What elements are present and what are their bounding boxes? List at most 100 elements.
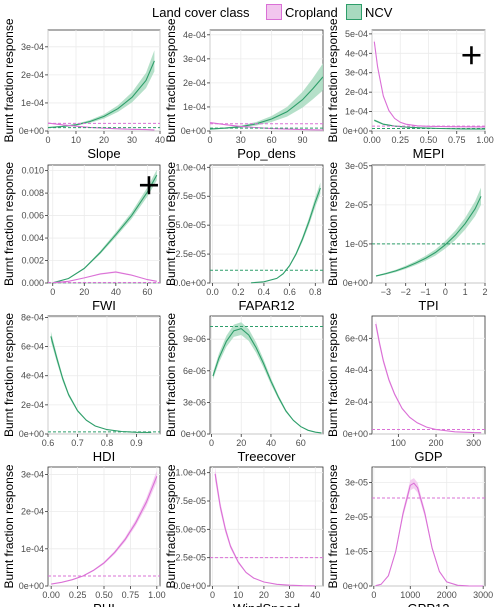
x-tick-label: 60 — [296, 438, 306, 448]
series-line-ncv — [212, 327, 322, 434]
x-tick-label: 0 — [209, 438, 214, 448]
series-line-ncv — [375, 196, 482, 277]
x-tick-label: 1.00 — [148, 590, 166, 600]
x-tick-label: 40 — [111, 287, 121, 297]
x-tick-label: 0.6 — [42, 438, 55, 448]
x-tick-label: 0.7 — [71, 438, 84, 448]
y-tick-label: 1.0e-04 — [175, 468, 206, 478]
x-tick-label: 0.50 — [95, 590, 113, 600]
panel-frame — [209, 315, 324, 435]
x-tick-label: 30 — [236, 135, 246, 145]
x-tick-label: 3000 — [473, 590, 493, 600]
x-axis-label: FWI — [92, 298, 116, 313]
y-tick-label: 4e-04 — [345, 365, 368, 375]
panel-phi: 0.00 0.25 0.50 0.75 1.00 0e+00 1e-04 2e-04 3e-04… — [2, 464, 166, 607]
y-tick-label: 2e-04 — [21, 400, 44, 410]
x-axis-label: FAPAR12 — [238, 298, 294, 313]
x-tick-label: 0.8 — [101, 438, 114, 448]
panel-pop_dens: 0 30 60 90 0e+00 1e-04 2e-04 3e-04 4e-04 Pop_dens… — [164, 18, 324, 161]
y-tick-label: 4e-04 — [21, 371, 44, 381]
y-tick-label: 0e+00 — [343, 429, 368, 439]
y-axis-label: Burnt fraction response — [326, 18, 340, 142]
x-tick-label: 10 — [71, 135, 81, 145]
series-line-ncv — [50, 336, 152, 434]
panel-frame — [371, 466, 486, 587]
y-tick-label: 6e-04 — [345, 333, 368, 343]
y-tick-label: 3e-05 — [345, 478, 368, 488]
x-tick-label: 30 — [285, 590, 295, 600]
y-tick-label: 3e-04 — [21, 469, 44, 479]
x-tick-label: −2 — [401, 287, 411, 297]
series-line-ncv — [47, 60, 155, 129]
x-axis-label: GPP12 — [408, 601, 450, 607]
y-tick-label: 4e-04 — [345, 48, 368, 58]
x-tick-label: 300 — [466, 438, 481, 448]
panel-frame — [47, 164, 161, 284]
y-tick-label: 0.010 — [21, 166, 44, 176]
x-tick-label: 10 — [233, 590, 243, 600]
series-line-ncv — [251, 187, 321, 284]
x-tick-label: 60 — [142, 287, 152, 297]
x-tick-label: 0.4 — [258, 287, 271, 297]
y-tick-label: 2e-04 — [183, 78, 206, 88]
y-tick-label: 3e-04 — [21, 42, 44, 52]
x-tick-label: 0.00 — [363, 135, 381, 145]
series-line-cropland — [214, 473, 316, 587]
plus-marker — [139, 176, 158, 195]
x-tick-label: 0.75 — [448, 135, 466, 145]
y-tick-label: 2e-04 — [345, 87, 368, 97]
x-tick-label: −1 — [420, 287, 430, 297]
x-tick-label: 60 — [267, 135, 277, 145]
y-tick-label: 2e-05 — [345, 200, 368, 210]
x-tick-label: 100 — [391, 438, 406, 448]
x-tick-label: 0 — [210, 590, 215, 600]
x-tick-label: −3 — [381, 287, 391, 297]
y-tick-label: 0e+00 — [19, 581, 44, 591]
series-line-cropland — [373, 41, 486, 128]
y-axis-label: Burnt fraction response — [164, 162, 178, 286]
y-tick-label: 6e-04 — [21, 342, 44, 352]
legend-title: Land cover class — [152, 5, 250, 20]
x-axis-label: WindSpeed — [233, 601, 300, 607]
series-line-cropland — [52, 271, 157, 284]
y-tick-label: 0e+00 — [343, 126, 368, 136]
y-tick-label: 7.5e-05 — [175, 191, 206, 201]
y-tick-label: 1e-05 — [345, 239, 368, 249]
legend-key-ncv — [346, 4, 362, 20]
x-tick-label: 0 — [45, 135, 50, 145]
y-tick-label: 3e-04 — [345, 68, 368, 78]
y-tick-label: 2e-04 — [21, 507, 44, 517]
y-tick-label: 3e-06 — [183, 397, 206, 407]
x-tick-label: 0.00 — [42, 590, 60, 600]
x-tick-label: 1.00 — [476, 135, 494, 145]
x-tick-label: 0.6 — [283, 287, 296, 297]
y-tick-label: 1e-05 — [345, 547, 368, 557]
x-tick-label: 0 — [371, 590, 376, 600]
plus-marker — [462, 46, 481, 65]
y-tick-label: 4e-04 — [183, 30, 206, 40]
legend-label-ncv: NCV — [365, 5, 393, 20]
series-line-cropland — [375, 482, 484, 587]
x-tick-label: 0.50 — [420, 135, 438, 145]
x-axis-label: Pop_dens — [237, 146, 296, 161]
y-tick-label: 0e+00 — [19, 429, 44, 439]
legend-label-cropland: Cropland — [285, 5, 338, 20]
y-tick-label: 1.0e-04 — [175, 162, 206, 172]
panel-fwi: 0 20 40 60 0.000 0.002 0.004 0.006 0.008 0.010 FWI… — [2, 162, 161, 313]
y-tick-label: 9e-06 — [183, 334, 206, 344]
x-tick-label: 0.2 — [232, 287, 245, 297]
x-axis-label: TPI — [418, 298, 438, 313]
y-tick-label: 0e+00 — [181, 126, 206, 136]
panel-tpi: −3 −2 −1 0 1 2 0e+00 1e-05 2e-05 3e-05 TPI Burnt fr… — [326, 161, 488, 313]
y-tick-label: 2.5e-05 — [175, 249, 206, 259]
ci-band-ncv — [376, 187, 481, 277]
x-tick-label: 1 — [463, 287, 468, 297]
panel-frame — [371, 315, 486, 435]
y-tick-label: 0.000 — [21, 278, 44, 288]
x-tick-label: 40 — [310, 590, 320, 600]
x-axis-label: Treecover — [237, 449, 296, 464]
panel-windspeed: 0 10 20 30 40 0.0e+00 2.5e-05 5.0e-05 7.5e-05 1.0… — [164, 464, 324, 607]
y-tick-label: 0.002 — [21, 256, 44, 266]
x-tick-label: 2 — [482, 287, 487, 297]
